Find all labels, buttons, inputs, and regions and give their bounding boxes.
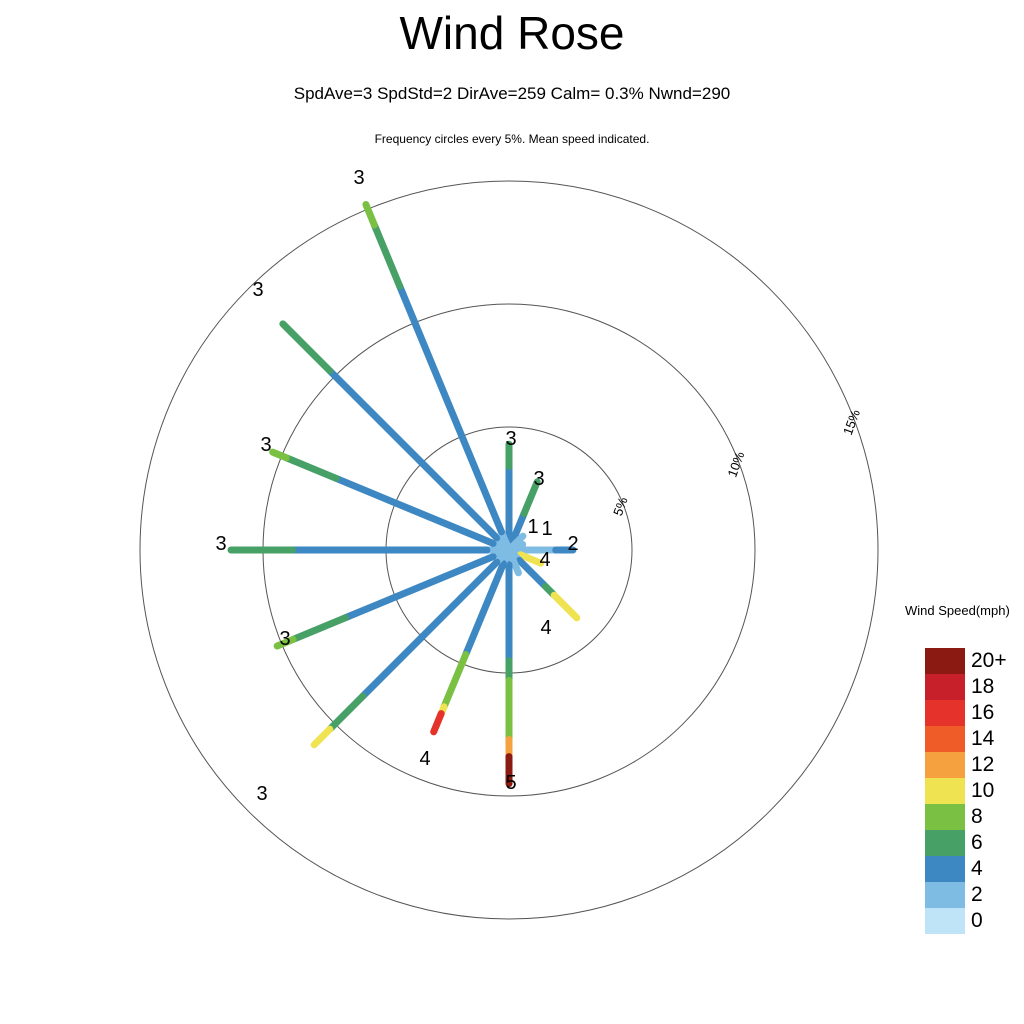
summary-stats: SpdAve=3 SpdStd=2 DirAve=259 Calm= 0.3% … (293, 84, 731, 103)
petal-segment (462, 560, 507, 659)
legend-row: 10 (925, 778, 1020, 804)
legend-label: 14 (971, 727, 995, 750)
legend-row: 8 (925, 804, 1020, 830)
petal-segment (282, 454, 340, 482)
legend-swatch (925, 700, 965, 726)
ring-label: 10% (724, 449, 747, 479)
legend-title: Wind Speed(mph) (905, 603, 1010, 618)
legend: 20+ 18 16 14 12 10 8 6 4 2 0 (925, 648, 1020, 934)
petal-speed-label: 3 (353, 167, 364, 189)
petal-segment (440, 651, 470, 711)
legend-swatch (925, 752, 965, 778)
petal-segment (515, 556, 550, 591)
petal-segment (341, 553, 497, 622)
legend-row: 18 (925, 674, 1020, 700)
petal-segment (273, 635, 297, 650)
petal-segment (430, 710, 445, 736)
legend-label: 12 (971, 753, 995, 776)
legend-label: 6 (971, 831, 983, 854)
petal-speed-label: 4 (419, 748, 430, 770)
petal-segment (550, 591, 581, 622)
petal-segment (289, 614, 349, 643)
petal-speed-label: 5 (505, 772, 516, 794)
petal-speed-label: 4 (540, 617, 551, 639)
legend-label: 18 (971, 675, 995, 698)
legend-swatch (925, 648, 965, 674)
legend-swatch (925, 856, 965, 882)
petal-segment (332, 474, 497, 547)
petal-segment (310, 725, 334, 749)
petal-speed-label: 3 (279, 628, 290, 650)
legend-row: 6 (925, 830, 1020, 856)
legend-label: 0 (971, 909, 983, 932)
petal-speed-label: 3 (505, 428, 516, 450)
petal-speed-label: 3 (260, 434, 271, 456)
petal-speed-label: 3 (256, 783, 267, 805)
page-title: Wind Rose (399, 7, 625, 59)
petal-speed-label: 3 (215, 533, 226, 555)
legend-label: 10 (971, 779, 995, 802)
ring-label: 5% (610, 495, 631, 518)
legend-row: 12 (925, 752, 1020, 778)
legend-row: 2 (925, 882, 1020, 908)
ring-labels: 5% 10% 15% (610, 407, 863, 518)
legend-row: 0 (925, 908, 1020, 934)
petal-segment (279, 320, 334, 375)
petal-segment (396, 282, 505, 536)
petal-speed-label: 1 (541, 518, 552, 540)
wind-petals (227, 201, 581, 788)
legend-swatch (925, 726, 965, 752)
petal-speed-label: 1 (527, 516, 538, 538)
chart-note: Frequency circles every 5%. Mean speed i… (374, 132, 650, 146)
petal-speed-label: 4 (539, 549, 550, 571)
legend-swatch (925, 778, 965, 804)
legend-swatch (925, 882, 965, 908)
petal-segment (359, 558, 501, 700)
petal-segment (509, 510, 528, 545)
legend-label: 16 (971, 701, 995, 724)
petal-speed-label: 3 (533, 468, 544, 490)
legend-row: 20+ (925, 648, 1020, 674)
petal-speed-label: 3 (252, 279, 263, 301)
petal-segment (326, 367, 501, 542)
legend-label: 4 (971, 857, 983, 880)
legend-swatch (925, 804, 965, 830)
petal-segment (326, 692, 367, 733)
legend-swatch (925, 830, 965, 856)
legend-row: 14 (925, 726, 1020, 752)
legend-label: 20+ (971, 649, 1007, 672)
frequency-ring (139, 180, 879, 920)
petal-segment (269, 448, 290, 462)
petal-segment (520, 478, 541, 518)
legend-label: 8 (971, 805, 983, 828)
legend-swatch (925, 674, 965, 700)
petal-segment (370, 221, 404, 290)
legend-swatch (925, 908, 965, 934)
legend-row: 16 (925, 700, 1020, 726)
petal-speed-label: 2 (567, 533, 578, 555)
legend-row: 4 (925, 856, 1020, 882)
ring-label: 15% (840, 407, 863, 437)
petal-segment (362, 201, 378, 229)
legend-label: 2 (971, 883, 983, 906)
petal-segment (516, 551, 545, 567)
